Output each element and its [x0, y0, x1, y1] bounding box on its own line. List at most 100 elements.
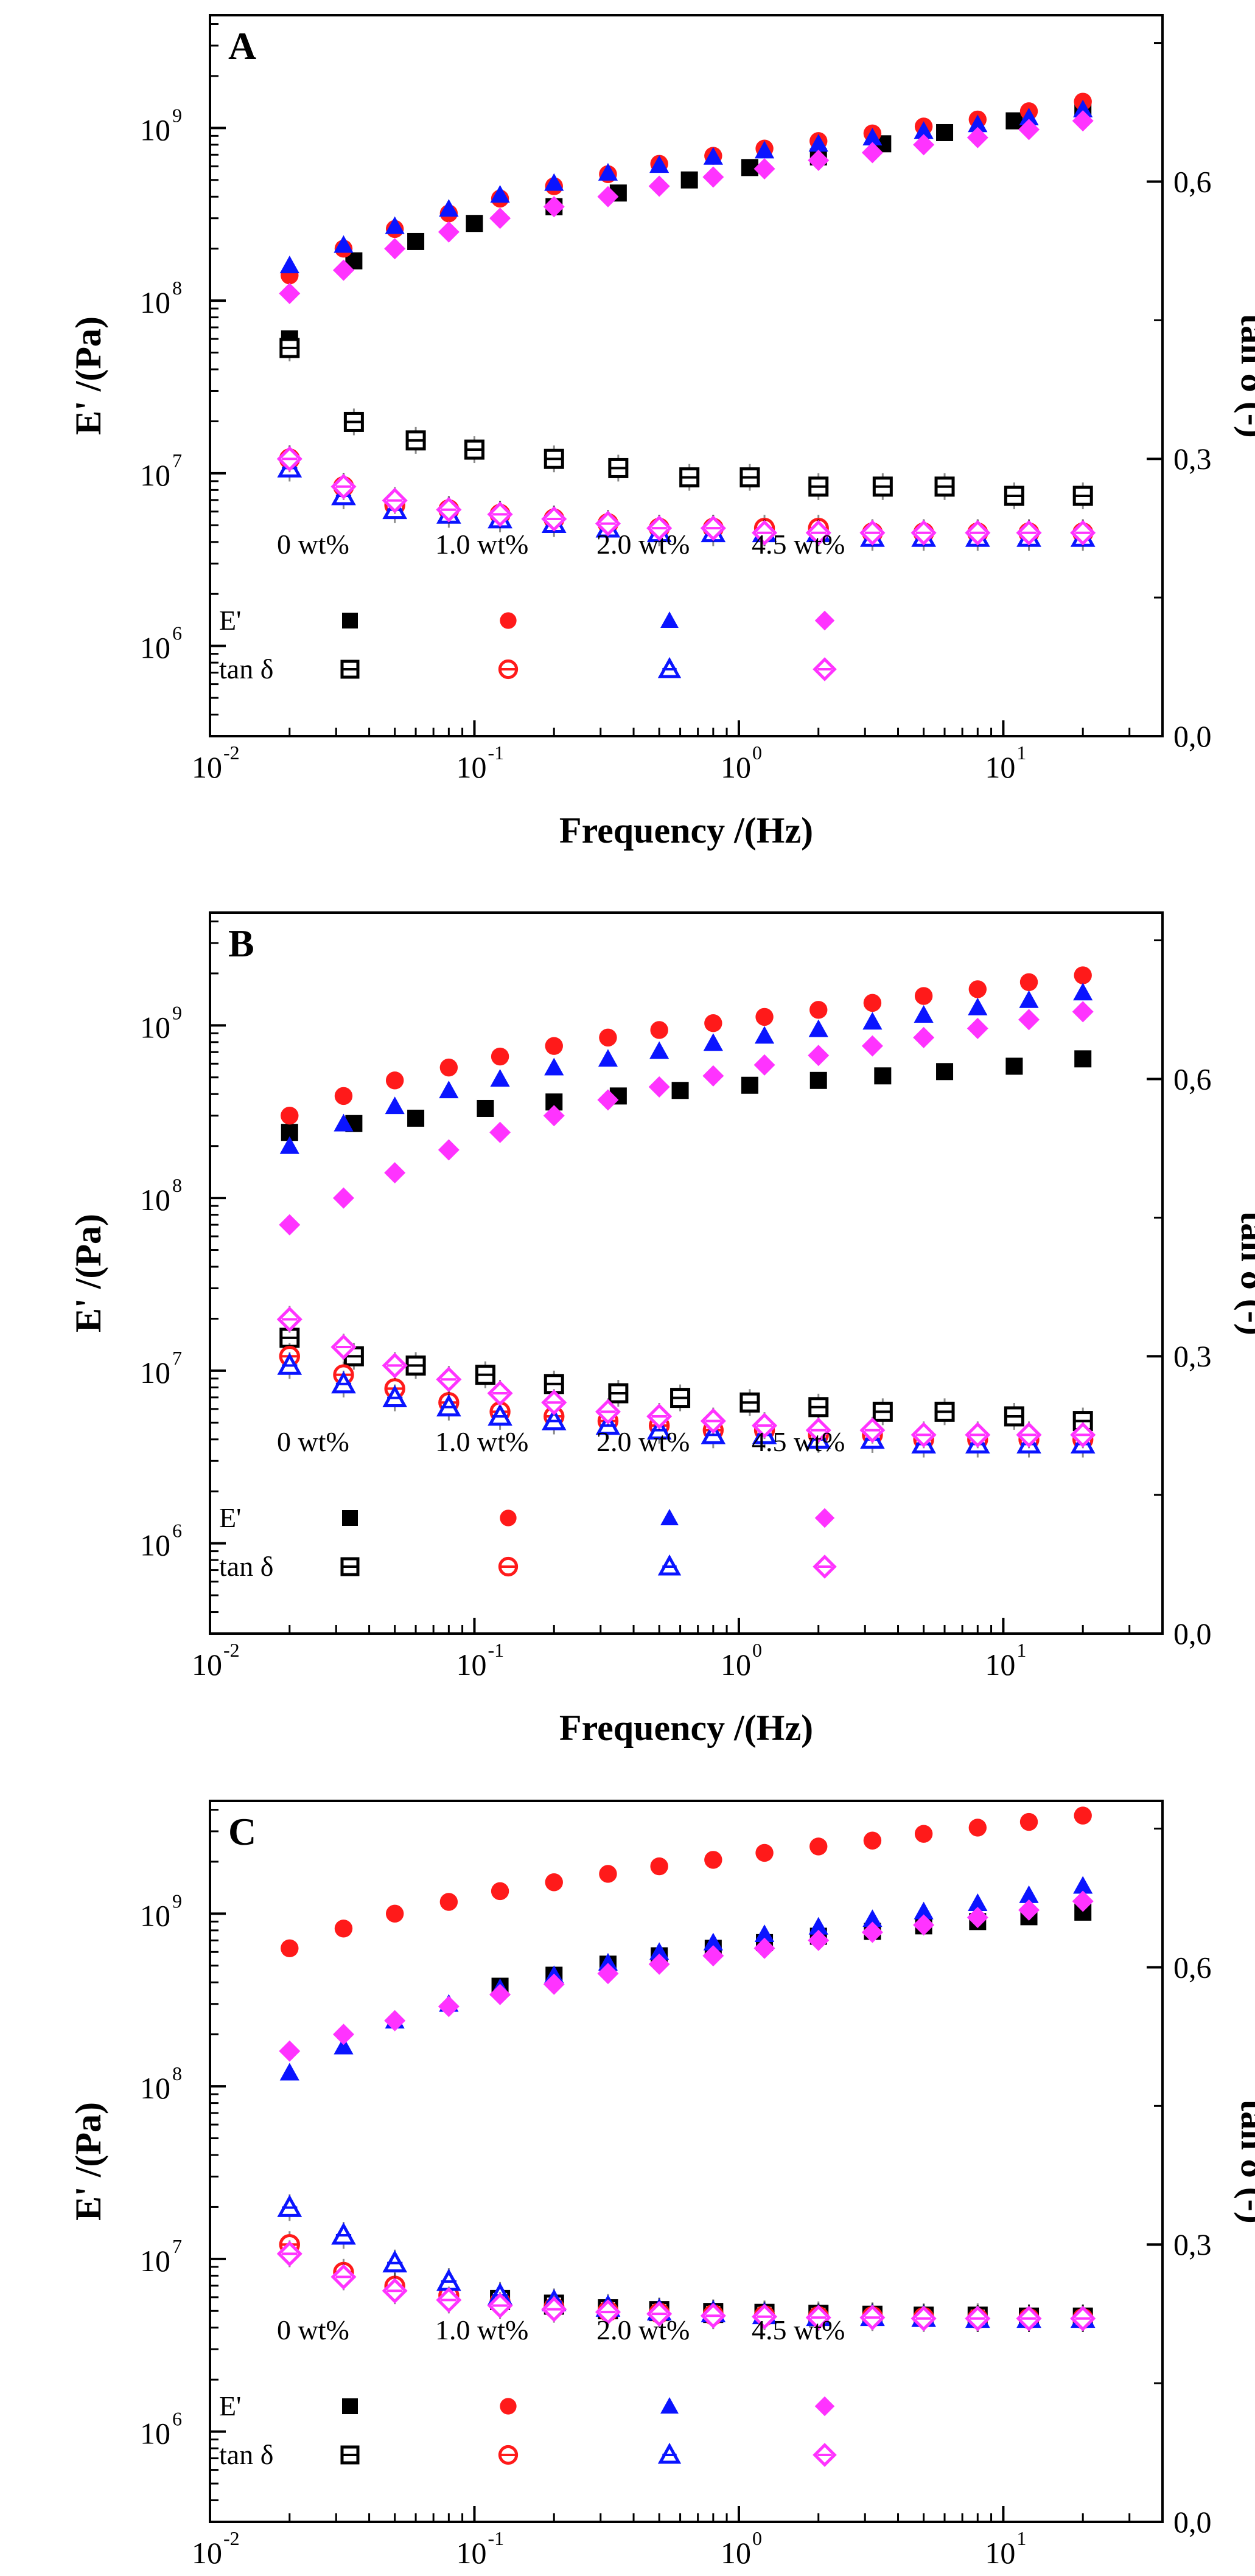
legend-series-name: 1.0 wt%: [435, 2314, 528, 2345]
data-point: [967, 127, 988, 148]
data-point: [543, 196, 565, 218]
data-point: [279, 1136, 299, 1154]
legend-series-name: 2.0 wt%: [596, 1426, 690, 1457]
data-point: [1019, 1885, 1039, 1903]
y-left-tick-exponent: 8: [172, 1174, 182, 1196]
data-point: [597, 186, 619, 207]
y-left-tick-exponent: 7: [172, 2235, 182, 2257]
data-point: [489, 1121, 511, 1143]
data-point: [754, 141, 775, 159]
y-left-axis-title: E' /(Pa): [68, 316, 108, 435]
panel-label: A: [228, 24, 256, 68]
legend-marker-e: [660, 1509, 679, 1525]
data-point: [649, 1942, 669, 1960]
x-axis-title: Frequency /(Hz): [559, 810, 813, 851]
data-point: [968, 980, 987, 998]
legend-marker-e: [660, 611, 679, 628]
y-left-tick-exponent: 8: [172, 2063, 182, 2084]
x-tick-exponent: -1: [488, 742, 504, 764]
data-point: [703, 147, 723, 165]
y-left-tick-exponent: 9: [172, 1890, 182, 1912]
data-point: [968, 1893, 988, 1912]
legend-marker-e: [342, 1510, 358, 1526]
legend-series-name: 2.0 wt%: [596, 2314, 690, 2345]
data-point: [332, 259, 354, 281]
legend-row-label: tan δ: [219, 2439, 273, 2470]
data-point: [543, 1973, 565, 1995]
legend-marker-e: [500, 1509, 517, 1526]
data-point: [334, 2036, 354, 2055]
y-left-tick-label: 10: [140, 1183, 170, 1217]
x-tick-label: 10: [192, 2536, 222, 2570]
data-point: [332, 1187, 354, 1209]
y-left-tick-label: 10: [140, 2244, 170, 2278]
data-point: [754, 1026, 775, 1044]
y-right-tick-label: 0,0: [1173, 1617, 1212, 1651]
data-point: [968, 997, 988, 1015]
series-group: [276, 966, 1096, 1458]
data-point: [649, 155, 669, 173]
data-point: [1072, 1890, 1094, 1912]
y-right-tick-label: 0,6: [1173, 1062, 1212, 1096]
data-point: [489, 1983, 511, 2005]
y-left-tick-label: 10: [140, 1010, 170, 1044]
data-point: [439, 1893, 458, 1911]
x-tick-exponent: 1: [1016, 2527, 1026, 2549]
data-point: [913, 1914, 935, 1936]
data-point: [649, 1041, 669, 1059]
data-point: [808, 1916, 828, 1935]
data-point: [1073, 983, 1093, 1001]
data-point: [334, 1087, 353, 1105]
x-tick-label: 10: [985, 1648, 1015, 1682]
data-point: [753, 1937, 775, 1959]
y-right-axis-title: tan δ (-): [1234, 2099, 1255, 2223]
data-point: [597, 1963, 619, 1985]
data-point: [1019, 973, 1038, 991]
data-point: [808, 134, 828, 152]
data-point: [914, 121, 934, 139]
data-point: [407, 232, 425, 250]
legend-marker-e: [500, 2398, 517, 2415]
data-point: [914, 1005, 934, 1023]
legend-marker-e: [342, 2398, 358, 2414]
data-point: [808, 1929, 830, 1951]
y-left-tick-exponent: 6: [172, 622, 182, 644]
data-point: [334, 1920, 353, 1938]
x-tick-exponent: 0: [752, 742, 762, 764]
x-tick-exponent: -2: [223, 742, 240, 764]
data-point: [1074, 1806, 1092, 1825]
data-point: [968, 114, 988, 133]
legend-marker-e: [342, 613, 358, 628]
legend: 0 wt% 1.0 wt% 2.0 wt% 4.5 wt% E' tan δ: [219, 529, 845, 684]
x-tick-label: 10: [721, 750, 751, 784]
y-right-tick-label: 0,0: [1173, 719, 1212, 753]
data-point: [702, 1065, 724, 1087]
legend-series-name: 1.0 wt%: [435, 1426, 528, 1457]
y-right-axis-title: tan δ (-): [1234, 313, 1255, 437]
legend-series-name: 0 wt%: [277, 2314, 349, 2345]
data-point: [862, 1012, 883, 1030]
y-left-tick-label: 10: [140, 2417, 170, 2451]
y-left-tick-label: 10: [140, 2071, 170, 2105]
y-left-tick-label: 10: [140, 458, 170, 492]
legend-series-name: 0 wt%: [277, 529, 349, 560]
data-point: [755, 1008, 774, 1026]
legend-row-label: tan δ: [219, 653, 273, 684]
data-point: [281, 1107, 299, 1125]
data-point: [385, 1904, 404, 1923]
data-point: [753, 1054, 775, 1076]
data-point: [599, 1028, 617, 1047]
y-left-tick-exponent: 6: [172, 2408, 182, 2430]
data-point: [1073, 99, 1093, 117]
legend-marker-e: [660, 2397, 679, 2414]
series-group: [276, 92, 1096, 551]
legend-row-label: tan δ: [219, 1551, 273, 1582]
data-point: [439, 1081, 459, 1099]
data-point: [703, 1033, 723, 1051]
y-left-tick-exponent: 9: [172, 104, 182, 126]
legend-row-label: E': [219, 605, 241, 636]
data-point: [439, 1058, 458, 1077]
panel-C: C10-210-11001011061071081090,00,30,6Freq…: [68, 1800, 1255, 2570]
data-point: [936, 1063, 954, 1081]
